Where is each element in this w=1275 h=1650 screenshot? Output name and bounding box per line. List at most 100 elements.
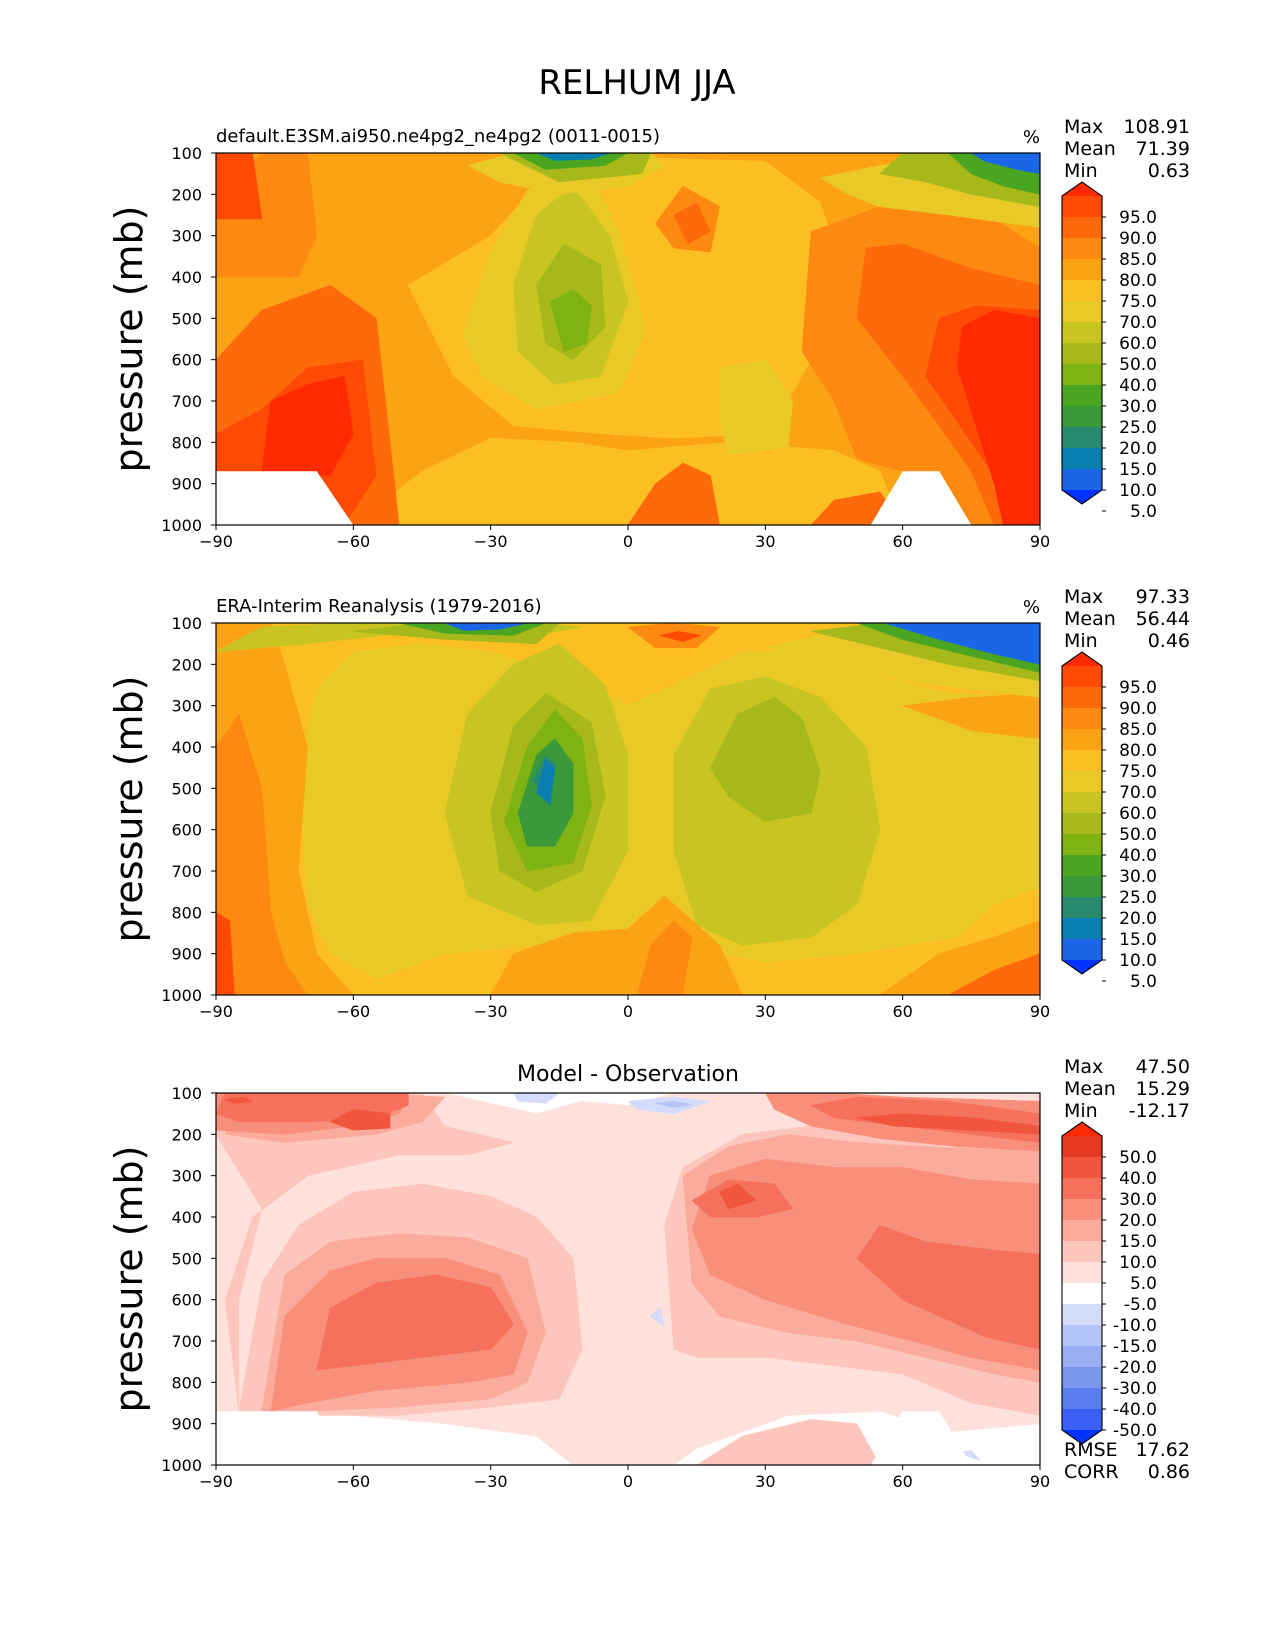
colorbar-segment <box>1062 343 1102 365</box>
stat-value-rmse: 17.62 <box>1136 1439 1190 1461</box>
x-tick-label: −30 <box>474 532 508 551</box>
y-tick-label: 800 <box>171 1373 202 1392</box>
colorbar-label: -5.0 <box>1124 1295 1157 1315</box>
y-tick-label: 700 <box>171 862 202 881</box>
stat-label-min: Min <box>1064 630 1098 652</box>
y-tick-label: 100 <box>171 144 202 163</box>
x-tick-label: 90 <box>1030 532 1050 551</box>
panel-title: ERA-Interim Reanalysis (1979-2016) <box>216 596 542 617</box>
contour-region <box>636 920 693 995</box>
contour-region <box>513 1093 560 1104</box>
contour-region <box>719 359 794 456</box>
colorbar-bottom-extend <box>1062 960 1102 974</box>
colorbar-top-extend <box>1062 182 1102 196</box>
x-tick-label: 90 <box>1030 1472 1050 1491</box>
colorbar-label: 15.0 <box>1119 460 1157 480</box>
stat-label-max: Max <box>1064 116 1103 138</box>
figure-title: RELHUM JJA <box>538 63 735 103</box>
contour-region <box>957 309 1040 525</box>
colorbar-segment <box>1062 1178 1102 1200</box>
x-tick-label: −30 <box>474 1002 508 1021</box>
contour-region <box>970 153 1040 174</box>
colorbar-label: 30.0 <box>1119 397 1157 417</box>
y-tick-label: 800 <box>171 433 202 452</box>
colorbar-segment <box>1062 280 1102 302</box>
colorbar-segment <box>1062 1304 1102 1326</box>
stat-label-mean: Mean <box>1064 608 1116 630</box>
colorbar-label: 50.0 <box>1119 825 1157 845</box>
colorbar-label: -20.0 <box>1113 1358 1157 1378</box>
colorbar-segment <box>1062 687 1102 709</box>
x-tick-label: −90 <box>199 532 233 551</box>
colorbar-label: 30.0 <box>1119 867 1157 887</box>
colorbar-label: 50.0 <box>1119 355 1157 375</box>
y-tick-label: 200 <box>171 655 202 674</box>
y-tick-label: 1000 <box>161 516 202 535</box>
contour-region <box>856 1113 1040 1135</box>
colorbar-label: 95.0 <box>1119 208 1157 228</box>
x-tick-label: −90 <box>199 1472 233 1491</box>
panel-title: default.E3SM.ai950.ne4pg2_ne4pg2 (0011-0… <box>216 126 660 147</box>
colorbar-label: 60.0 <box>1119 804 1157 824</box>
contour-region <box>316 1274 514 1371</box>
y-axis-label: pressure (mb) <box>107 205 151 472</box>
contour-region <box>710 697 821 822</box>
colorbar-segment <box>1062 1346 1102 1368</box>
colorbar-label: 75.0 <box>1119 762 1157 782</box>
y-tick-label: 1000 <box>161 1456 202 1475</box>
colorbar-segment <box>1062 259 1102 281</box>
units-label: % <box>1023 597 1040 618</box>
colorbar-segment <box>1062 385 1102 407</box>
contour-region <box>261 375 354 476</box>
stat-label-rmse: RMSE <box>1064 1439 1118 1461</box>
colorbar-label: -30.0 <box>1113 1379 1157 1399</box>
colorbar-segment <box>1062 1220 1102 1242</box>
contour-region <box>856 1225 1040 1350</box>
colorbar-segment <box>1062 1262 1102 1284</box>
x-tick-label: 90 <box>1030 1002 1050 1021</box>
colorbar-top-extend <box>1062 1122 1102 1136</box>
x-tick-label: −60 <box>336 1002 370 1021</box>
contour-region <box>627 462 720 525</box>
colorbar-segment <box>1062 939 1102 961</box>
contour-field <box>216 1093 1040 1465</box>
colorbar-label: -10.0 <box>1113 1316 1157 1336</box>
x-tick-label: 30 <box>755 1002 775 1021</box>
stat-value-mean: 56.44 <box>1136 608 1190 630</box>
contour-field <box>216 623 1040 995</box>
contour-region <box>444 623 528 631</box>
y-axis-label: pressure (mb) <box>107 675 151 942</box>
chart-panel-2: ERA-Interim Reanalysis (1979-2016) % 100 20… <box>107 586 1190 1021</box>
y-tick-label: 600 <box>171 821 202 840</box>
colorbar-segment <box>1062 855 1102 877</box>
contour-region <box>549 289 592 352</box>
stat-label-min: Min <box>1064 1100 1098 1122</box>
colorbar-segment <box>1062 217 1102 239</box>
colorbar-label: 15.0 <box>1119 930 1157 950</box>
colorbar-segment <box>1062 792 1102 814</box>
y-tick-label: 400 <box>171 1208 202 1227</box>
colorbar-label: 95.0 <box>1119 678 1157 698</box>
stat-label-mean: Mean <box>1064 1078 1116 1100</box>
contour-region <box>216 1093 514 1412</box>
colorbar-label: -15.0 <box>1113 1337 1157 1357</box>
terrain-mask <box>216 471 354 525</box>
colorbar-label: 30.0 <box>1119 1190 1157 1210</box>
contour-region <box>513 153 629 170</box>
colorbar: 95.090.085.080.075.070.060.050.040.030.0… <box>1061 181 1157 522</box>
colorbar-label: 20.0 <box>1119 909 1157 929</box>
colorbar-segment <box>1062 238 1102 260</box>
stat-value-corr: 0.86 <box>1148 1461 1190 1483</box>
stat-value-mean: 71.39 <box>1136 138 1190 160</box>
colorbar-segment <box>1062 1367 1102 1389</box>
colorbar-bottom-extend <box>1062 490 1102 504</box>
y-tick-label: 500 <box>171 779 202 798</box>
colorbar-segment <box>1062 1199 1102 1221</box>
colorbar-bottom-extend <box>1062 1430 1102 1444</box>
contour-region <box>673 202 711 245</box>
colorbar-label: 10.0 <box>1119 951 1157 971</box>
y-tick-label: 700 <box>171 392 202 411</box>
colorbar-label: 90.0 <box>1119 229 1157 249</box>
contour-region <box>216 713 308 995</box>
